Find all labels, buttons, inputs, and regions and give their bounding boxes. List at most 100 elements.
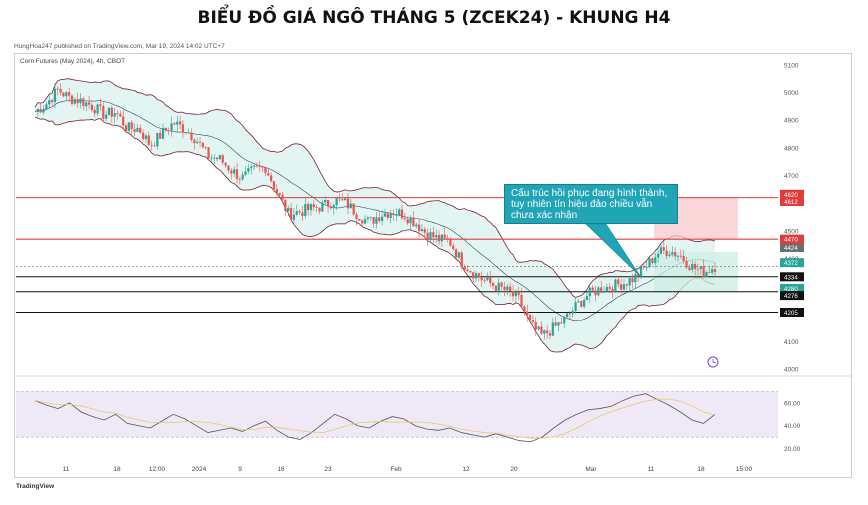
candle-body xyxy=(437,235,441,242)
candle-body xyxy=(213,157,216,159)
candle-body xyxy=(284,199,287,212)
candle-body xyxy=(341,199,344,201)
candle-body xyxy=(93,109,96,114)
candle-body xyxy=(406,219,409,224)
price-label-box-7 xyxy=(780,291,804,301)
candle-body xyxy=(605,286,608,292)
candle-body xyxy=(281,194,284,200)
candle-body xyxy=(568,313,571,315)
candle-body xyxy=(489,276,492,284)
candle-body xyxy=(76,99,79,104)
candle-body xyxy=(142,132,145,140)
candle-body xyxy=(551,322,554,336)
candle-body xyxy=(358,218,361,221)
candle-body xyxy=(233,169,236,174)
candle-body xyxy=(153,145,156,147)
candle-body xyxy=(82,98,85,107)
candle-body xyxy=(147,135,150,145)
candle-body xyxy=(247,168,250,172)
candle-body xyxy=(292,214,296,220)
x-tick-1: 18 xyxy=(113,466,121,473)
candle-body xyxy=(457,252,461,258)
candle-body xyxy=(440,234,443,242)
candle-body xyxy=(338,198,341,200)
candle-body xyxy=(127,122,130,131)
candle-body xyxy=(130,122,133,130)
candle-body xyxy=(452,245,455,250)
candle-body xyxy=(483,280,486,281)
candle-body xyxy=(392,213,395,216)
candle-body xyxy=(460,252,463,267)
candle-body xyxy=(659,247,663,254)
candle-body xyxy=(346,198,350,209)
candle-body xyxy=(497,282,500,291)
candle-body xyxy=(594,290,597,296)
candle-body xyxy=(196,141,199,144)
x-axis: 11 18 12:00 2024 9 16 23 Feb 12 20 Mar 11 18 15:00 xyxy=(63,466,753,473)
candle-body xyxy=(412,217,415,227)
candle-body xyxy=(113,113,116,117)
candle-body xyxy=(662,247,665,251)
clock-icon xyxy=(707,356,719,368)
candle-body xyxy=(383,213,387,217)
candle-body xyxy=(563,316,566,324)
candle-body xyxy=(85,102,88,107)
candle-body xyxy=(68,92,71,96)
candle-body xyxy=(309,204,313,211)
candle-body xyxy=(491,283,495,286)
price-label-box-0 xyxy=(780,189,804,199)
price-label-box-4 xyxy=(780,258,804,268)
candle-body xyxy=(96,104,99,114)
candle-body xyxy=(375,217,378,224)
candle-body xyxy=(235,169,239,179)
candle-body xyxy=(124,125,128,131)
candle-body xyxy=(654,257,657,263)
price-label-box-8 xyxy=(780,307,804,317)
candle-body xyxy=(574,302,577,312)
candle-body xyxy=(386,213,389,218)
bollinger-upper xyxy=(34,78,716,299)
page-title: BIỂU ĐỒ GIÁ NGÔ THÁNG 5 (ZCEK24) - KHUNG… xyxy=(197,8,671,28)
x-tick-4: 9 xyxy=(238,466,242,473)
candle-body xyxy=(600,287,603,293)
candle-body xyxy=(435,235,438,238)
candle-body xyxy=(156,132,159,147)
candle-body xyxy=(79,98,82,104)
candle-body xyxy=(656,253,660,258)
candle-body xyxy=(480,277,483,281)
candle-body xyxy=(102,106,105,119)
candle-body xyxy=(363,219,367,224)
candle-body xyxy=(332,205,335,209)
price-label-5: 4334 xyxy=(784,274,798,281)
x-tick-0: 11 xyxy=(63,466,70,473)
candle-body xyxy=(531,320,535,323)
candle-body xyxy=(503,286,506,291)
candle-body xyxy=(349,203,352,209)
bollinger-lower xyxy=(34,116,716,353)
clock-icon-hands xyxy=(712,359,717,364)
bollinger-fill xyxy=(35,78,715,352)
candle-body xyxy=(99,104,102,107)
candle-body xyxy=(614,279,617,292)
candle-body xyxy=(255,165,259,167)
candle-body xyxy=(585,296,589,301)
candle-body xyxy=(432,232,435,238)
candle-body xyxy=(517,291,520,295)
candle-body xyxy=(674,252,677,257)
candle-body xyxy=(321,202,324,212)
rsi-band xyxy=(16,391,778,438)
candle-body xyxy=(304,204,307,217)
candle-body xyxy=(486,276,489,281)
candle-body xyxy=(540,326,543,334)
candle-body xyxy=(699,266,702,270)
rsi-line xyxy=(34,393,716,443)
price-label-box-3 xyxy=(780,234,804,244)
candle-body xyxy=(557,322,560,326)
candle-body xyxy=(523,306,526,312)
price-y-tick-1: 4100 xyxy=(784,339,799,346)
candle-body xyxy=(443,234,446,238)
candle-body xyxy=(289,207,293,220)
candle-body xyxy=(548,333,552,336)
candle-body xyxy=(344,198,347,201)
